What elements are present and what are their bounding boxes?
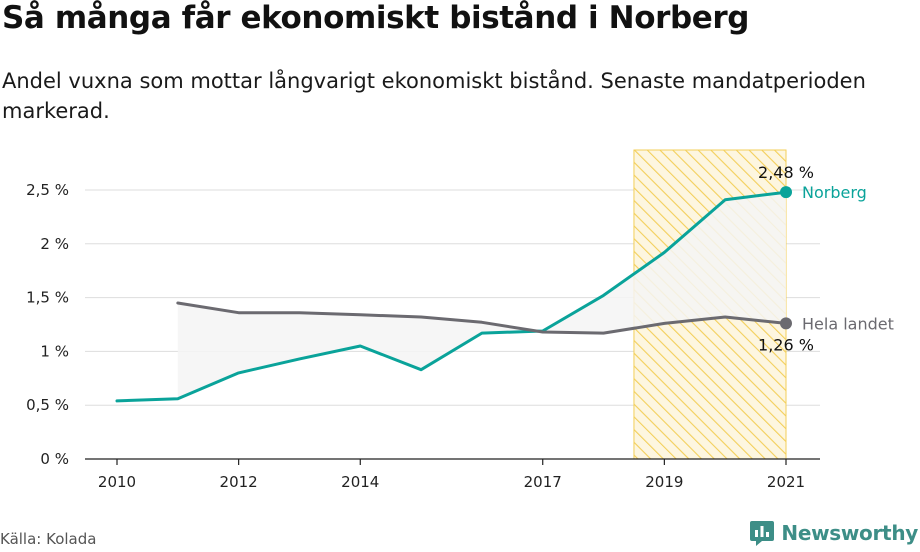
national-end-marker [780,317,792,330]
national-series-label: Hela landet [802,314,894,333]
brand-name: Newsworthy [781,521,918,545]
norberg-line [115,190,788,403]
source-note: Källa: Kolada [0,530,97,548]
norberg-value-label: 2,48 % [758,163,814,182]
brand-logo: Newsworthy [749,519,918,547]
x-tick-label: 2019 [645,473,683,491]
norberg-series-label: Norberg [802,183,867,202]
y-tick-label: 0 % [40,450,69,468]
national-line [176,301,788,335]
y-tick-label: 1 % [40,342,69,360]
y-tick-label: 2 % [40,235,69,253]
x-tick-label: 2010 [98,473,136,491]
y-tick-label: 1,5 % [26,289,69,307]
x-tick-label: 2021 [767,473,805,491]
x-tick-label: 2017 [524,473,562,491]
national-value-label: 1,26 % [758,335,814,354]
x-tick-label: 2014 [341,473,379,491]
norberg-end-marker [780,186,792,199]
gap-area [177,192,787,399]
x-tick-label: 2012 [220,473,258,491]
y-tick-label: 2,5 % [26,181,69,199]
y-tick-label: 0,5 % [26,396,69,414]
chart-subtitle: Andel vuxna som mottar långvarigt ekonom… [2,69,866,123]
chart-title: Så många får ekonomiskt bistånd i Norber… [2,0,750,36]
newsworthy-logo-icon [750,521,775,546]
